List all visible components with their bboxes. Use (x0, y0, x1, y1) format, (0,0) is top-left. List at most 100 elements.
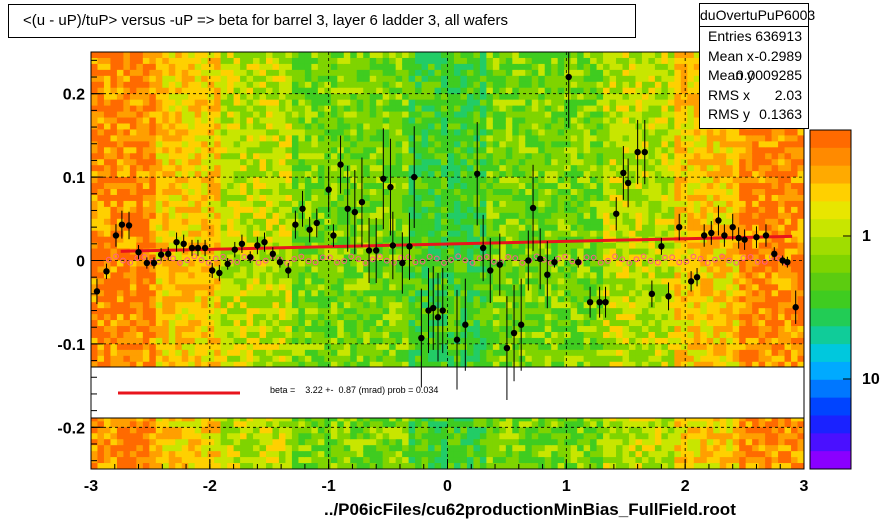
heatmap-cell (525, 135, 533, 142)
heatmap-cell (428, 99, 436, 107)
heatmap-cell (110, 75, 118, 83)
heatmap-cell (363, 111, 371, 119)
heatmap-cell (123, 457, 131, 464)
heatmap-cell (317, 177, 325, 184)
heatmap-cell (499, 427, 507, 434)
heatmap-cell (194, 218, 202, 226)
heatmap-cell (382, 302, 390, 309)
heatmap-cell (246, 165, 254, 172)
heatmap-cell (434, 159, 442, 166)
heatmap-cell (304, 111, 312, 119)
heatmap-cell (233, 302, 241, 309)
heatmap-cell (434, 135, 442, 142)
heatmap-cell (369, 445, 377, 452)
heatmap-cell (142, 81, 150, 89)
heatmap-cell (402, 57, 410, 65)
heatmap-cell (473, 337, 481, 345)
heatmap-cell (434, 206, 442, 214)
heatmap-cell (149, 93, 157, 101)
heatmap-cell (175, 218, 183, 226)
heatmap-cell (421, 296, 429, 303)
heatmap-cell (162, 224, 170, 232)
heatmap-cell (486, 165, 494, 172)
heatmap-cell (233, 224, 241, 232)
heatmap-cell (324, 272, 332, 279)
heatmap-cell (512, 260, 520, 268)
heatmap-cell (194, 415, 202, 422)
heatmap-cell (298, 63, 306, 71)
heatmap-cell (97, 260, 105, 268)
heatmap-cell (272, 87, 280, 95)
heatmap-cell (266, 230, 274, 238)
heatmap-cell (376, 105, 384, 113)
heatmap-cell (227, 415, 235, 422)
heatmap-cell (415, 302, 423, 309)
heatmap-cell (304, 445, 312, 452)
heatmap-cell (149, 457, 157, 464)
heatmap-cell (149, 159, 157, 166)
heatmap-cell (395, 52, 403, 59)
heatmap-cell (181, 326, 189, 333)
heatmap-cell (188, 165, 196, 172)
heatmap-cell (240, 212, 248, 220)
heatmap-cell (402, 147, 410, 154)
heatmap-cell (194, 183, 202, 190)
heatmap-cell (343, 355, 351, 363)
heatmap-cell (168, 427, 176, 434)
heatmap-cell (272, 177, 280, 184)
heatmap-cell (453, 439, 462, 446)
heatmap-cell (97, 457, 105, 464)
heatmap-cell (505, 248, 513, 256)
heatmap-cell (330, 415, 338, 422)
heatmap-cell (324, 302, 332, 309)
heatmap-cell (324, 314, 332, 321)
heatmap-cell (220, 194, 228, 202)
heatmap-cell (272, 439, 280, 446)
heatmap-cell (369, 284, 377, 291)
heatmap-cell (285, 224, 293, 232)
heatmap-cell (207, 189, 215, 196)
heatmap-cell (337, 52, 345, 59)
heatmap-cell (266, 355, 274, 363)
heatmap-cell (531, 105, 539, 113)
heatmap-cell (240, 177, 248, 184)
heatmap-cell (389, 171, 397, 178)
heatmap-cell (460, 69, 468, 77)
heatmap-cell (272, 349, 280, 357)
heatmap-cell (505, 349, 513, 357)
heatmap-cell (402, 189, 410, 196)
heatmap-cell (376, 349, 384, 357)
heatmap-cell (479, 415, 487, 422)
heatmap-cell (181, 183, 189, 190)
heatmap-cell (330, 117, 338, 125)
heatmap-cell (240, 254, 248, 262)
heatmap-cell (207, 254, 215, 262)
heatmap-cell (479, 326, 487, 333)
heatmap-cell (499, 135, 507, 142)
heatmap-cell (123, 296, 131, 303)
heatmap-cell (266, 206, 274, 214)
heatmap-cell (551, 135, 559, 142)
heatmap-cell (460, 302, 468, 309)
heatmap-cell (304, 272, 312, 279)
heatmap-cell (447, 159, 455, 166)
heatmap-cell (103, 99, 112, 107)
heatmap-cell (285, 248, 293, 256)
heatmap-cell (103, 343, 112, 351)
heatmap-cell (389, 206, 397, 214)
heatmap-cell (259, 260, 267, 268)
heatmap-cell (129, 117, 137, 125)
heatmap-cell (188, 308, 196, 315)
heatmap-cell (168, 183, 176, 190)
heatmap-cell (266, 439, 274, 446)
heatmap-cell (246, 415, 254, 422)
heatmap-cell (246, 296, 254, 303)
heatmap-cell (415, 69, 423, 77)
heatmap-cell (363, 308, 371, 315)
heatmap-cell (376, 308, 384, 315)
heatmap-cell (441, 69, 449, 77)
heatmap-cell (194, 337, 202, 345)
heatmap-cell (194, 147, 202, 154)
heatmap-cell (266, 218, 274, 226)
heatmap-cell (91, 314, 99, 321)
